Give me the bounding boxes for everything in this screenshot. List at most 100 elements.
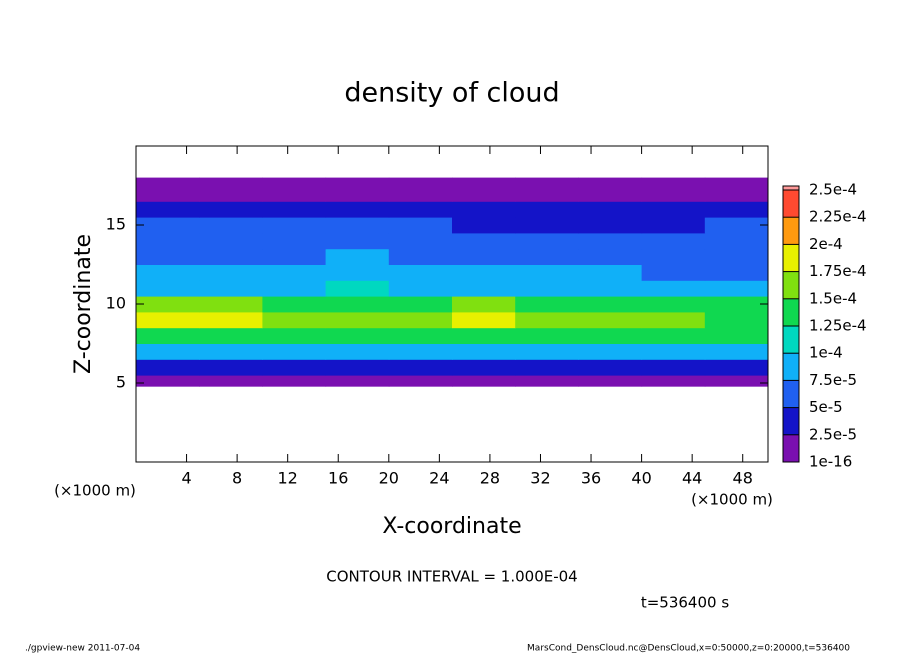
heat-cell — [325, 280, 390, 297]
heat-cell — [704, 296, 769, 313]
heat-cell — [325, 217, 390, 234]
heat-cell — [515, 177, 579, 186]
colorbar-segment — [783, 298, 799, 326]
heat-cell — [136, 201, 200, 218]
y-units: (×1000 m) — [54, 482, 136, 500]
heat-cell — [452, 217, 516, 234]
heat-cell — [641, 201, 706, 218]
heat-cell — [388, 232, 453, 250]
heat-cell — [388, 296, 453, 313]
heat-cell — [515, 359, 579, 376]
heat-cell — [704, 311, 769, 329]
heat-cell — [641, 185, 706, 202]
x-tick-label: 32 — [530, 469, 550, 488]
heat-cell — [136, 217, 200, 234]
heat-cell — [136, 359, 200, 376]
heat-cell — [325, 327, 390, 344]
heat-cell — [515, 311, 579, 329]
heat-cell — [199, 185, 263, 202]
x-tick-label: 24 — [429, 469, 449, 488]
heat-cell — [641, 280, 706, 297]
heat-cell — [578, 343, 643, 360]
heat-cell — [388, 264, 453, 281]
heat-cell — [199, 359, 263, 376]
heat-cell — [199, 280, 263, 297]
heat-cell — [452, 359, 516, 376]
heat-cell — [641, 264, 706, 281]
heat-cell — [199, 327, 263, 344]
heat-cell — [325, 311, 390, 329]
heat-cell — [641, 375, 706, 387]
y-tick-label: 10 — [106, 294, 126, 313]
heat-cell — [325, 177, 390, 186]
heat-cell — [388, 375, 453, 387]
colorbar-segment — [783, 326, 799, 354]
heat-cell — [325, 296, 390, 313]
heat-cell — [578, 311, 643, 329]
colorbar-label: 2.5e-4 — [809, 181, 857, 199]
x-tick-label: 4 — [181, 469, 191, 488]
x-tick-label: 20 — [379, 469, 399, 488]
heat-cell — [704, 217, 769, 234]
colorbar-segment — [783, 353, 799, 381]
heat-cell — [199, 177, 263, 186]
contour-interval: CONTOUR INTERVAL = 1.000E-04 — [326, 568, 577, 586]
x-tick-label: 44 — [682, 469, 702, 488]
heat-cell — [515, 248, 579, 265]
heat-cell — [452, 343, 516, 360]
heat-cell — [452, 177, 516, 186]
heat-cell — [515, 264, 579, 281]
heat-cell — [704, 264, 769, 281]
heat-cell — [136, 232, 200, 250]
heat-cell — [452, 375, 516, 387]
x-tick-label: 8 — [232, 469, 242, 488]
heat-cell — [199, 343, 263, 360]
heat-cell — [578, 177, 643, 186]
heat-cell — [515, 296, 579, 313]
heat-cell — [452, 264, 516, 281]
colorbar-label: 7.5e-5 — [809, 371, 857, 389]
heat-cell — [388, 359, 453, 376]
footer-right: MarsCond_DensCloud.nc@DensCloud,x=0:5000… — [527, 644, 850, 654]
heat-cell — [262, 311, 327, 329]
heat-cell — [136, 177, 200, 186]
heat-cell — [515, 201, 579, 218]
heat-cell — [262, 375, 327, 387]
heat-cell — [262, 185, 327, 202]
heat-cell — [136, 185, 200, 202]
heat-cell — [136, 248, 200, 265]
heat-cell — [136, 375, 200, 387]
heat-cell — [515, 343, 579, 360]
colorbar-segment — [783, 244, 799, 272]
x-units: (×1000 m) — [691, 491, 773, 509]
colorbar-label: 2e-4 — [809, 235, 843, 253]
heat-cell — [199, 217, 263, 234]
x-tick-label: 36 — [581, 469, 601, 488]
heat-cell — [262, 280, 327, 297]
colorbar-label: 1e-4 — [809, 344, 843, 362]
heat-cell — [388, 185, 453, 202]
heat-cell — [578, 327, 643, 344]
heat-cell — [136, 264, 200, 281]
heat-cell — [704, 327, 769, 344]
heat-cell — [199, 296, 263, 313]
heat-cell — [704, 232, 769, 250]
heat-cell — [452, 248, 516, 265]
heat-cell — [704, 359, 769, 376]
colorbar-label: 1.75e-4 — [809, 262, 867, 280]
heat-cell — [641, 296, 706, 313]
heat-cell — [578, 359, 643, 376]
heat-cell — [325, 248, 390, 265]
y-tick-label: 5 — [116, 373, 126, 392]
heat-cell — [452, 311, 516, 329]
heat-cell — [578, 296, 643, 313]
heat-cell — [262, 217, 327, 234]
colorbar-segment — [783, 407, 799, 435]
heat-cell — [578, 280, 643, 297]
footer-left: ./gpview-new 2011-07-04 — [25, 644, 140, 654]
heat-cell — [262, 359, 327, 376]
heat-cell — [704, 375, 769, 387]
heat-cell — [704, 248, 769, 265]
heat-cell — [704, 185, 769, 202]
